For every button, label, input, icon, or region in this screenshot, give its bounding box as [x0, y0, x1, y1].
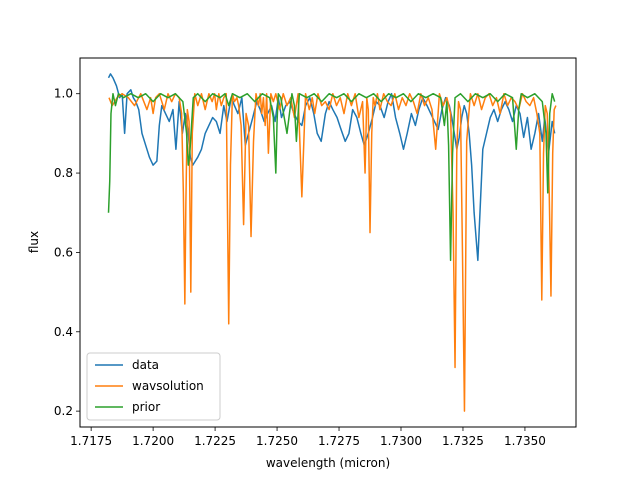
legend-label-wavsolution: wavsolution — [132, 379, 204, 393]
x-tick-label: 1.7275 — [318, 434, 360, 448]
series-layer — [107, 73, 557, 412]
y-tick-label: 1.0 — [54, 87, 73, 101]
legend-label-prior: prior — [132, 400, 160, 414]
x-tick-label: 1.7175 — [70, 434, 112, 448]
x-axis-title: wavelength (micron) — [266, 456, 390, 470]
legend: data wavsolution prior — [86, 352, 221, 421]
series-line-data — [107, 73, 556, 262]
y-axis: 0.2 0.4 0.6 0.8 1.0 — [54, 87, 80, 418]
series-line-wavsolution — [108, 92, 557, 412]
legend-box — [86, 352, 221, 421]
plot-frame — [79, 57, 577, 428]
legend-label-data: data — [132, 358, 159, 372]
y-tick-label: 0.8 — [54, 166, 73, 180]
y-tick-label: 0.6 — [54, 245, 73, 259]
y-tick-label: 0.2 — [54, 404, 73, 418]
x-tick-label: 1.7350 — [504, 434, 546, 448]
x-tick-label: 1.7300 — [380, 434, 422, 448]
x-tick-label: 1.7225 — [194, 434, 236, 448]
y-tick-label: 0.4 — [54, 325, 73, 339]
y-axis-title: flux — [27, 231, 41, 253]
x-tick-label: 1.7250 — [256, 434, 298, 448]
x-axis: 1.7175 1.7200 1.7225 1.7250 1.7275 1.7300 1.73… — [70, 427, 546, 448]
x-tick-label: 1.7200 — [132, 434, 174, 448]
series-line-prior — [107, 92, 556, 262]
x-tick-label: 1.7325 — [442, 434, 484, 448]
